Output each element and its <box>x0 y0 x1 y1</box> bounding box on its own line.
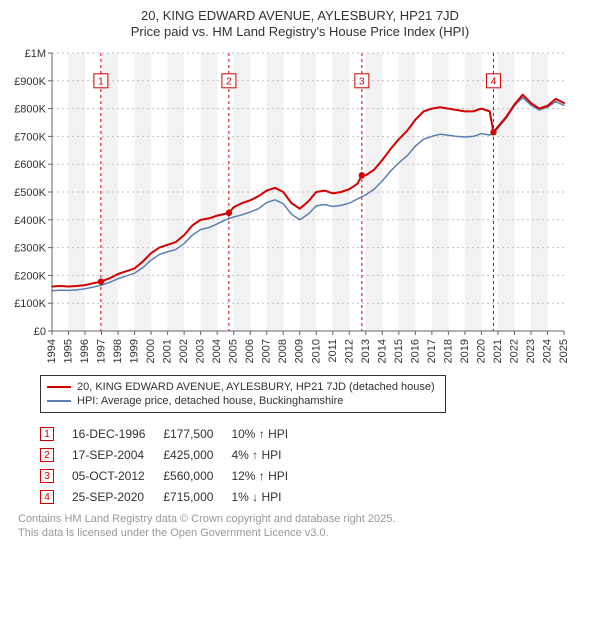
sale-date: 05-OCT-2012 <box>72 465 163 486</box>
svg-text:£700K: £700K <box>14 131 46 143</box>
legend-item-hpi: HPI: Average price, detached house, Buck… <box>47 394 435 408</box>
footer-attribution: Contains HM Land Registry data © Crown c… <box>18 513 590 541</box>
sale-delta: 12% ↑ HPI <box>231 465 306 486</box>
line-chart: 1 2 3 4 £0 £100K £200K £300K £400K £500K £600K £700… <box>10 47 570 367</box>
svg-text:2002: 2002 <box>178 339 190 363</box>
table-row: 3 05-OCT-2012£560,00012% ↑ HPI <box>40 465 306 486</box>
sale-marker: 3 <box>40 469 54 483</box>
chart-area: 1 2 3 4 £0 £100K £200K £300K £400K £500K £600K £700… <box>10 47 590 367</box>
svg-text:£200K: £200K <box>14 270 46 282</box>
legend: 20, KING EDWARD AVENUE, AYLESBURY, HP21 … <box>40 375 446 414</box>
svg-text:2020: 2020 <box>475 339 487 363</box>
sale-date: 17-SEP-2004 <box>72 444 163 465</box>
footer-line-1: Contains HM Land Registry data © Crown c… <box>18 513 590 527</box>
svg-text:£500K: £500K <box>14 187 46 199</box>
svg-text:1994: 1994 <box>46 339 58 363</box>
sale-date: 16-DEC-1996 <box>72 423 163 444</box>
table-row: 1 16-DEC-1996£177,50010% ↑ HPI <box>40 423 306 444</box>
svg-text:2012: 2012 <box>343 339 355 363</box>
svg-text:2003: 2003 <box>195 339 207 363</box>
svg-text:2023: 2023 <box>525 339 537 363</box>
legend-swatch <box>47 400 71 402</box>
svg-text:2025: 2025 <box>558 339 570 363</box>
svg-text:2: 2 <box>226 76 232 87</box>
legend-swatch <box>47 386 71 388</box>
svg-text:1997: 1997 <box>96 339 108 363</box>
chart-title: 20, KING EDWARD AVENUE, AYLESBURY, HP21 … <box>10 8 590 41</box>
svg-text:1: 1 <box>98 76 104 87</box>
svg-text:£100K: £100K <box>14 298 46 310</box>
svg-text:2014: 2014 <box>376 339 388 363</box>
svg-text:2021: 2021 <box>492 339 504 363</box>
legend-label: HPI: Average price, detached house, Buck… <box>77 394 343 408</box>
svg-text:2004: 2004 <box>211 339 223 363</box>
sale-delta: 10% ↑ HPI <box>231 423 306 444</box>
footer-line-2: This data is licensed under the Open Gov… <box>18 527 590 541</box>
legend-item-price-paid: 20, KING EDWARD AVENUE, AYLESBURY, HP21 … <box>47 380 435 394</box>
sale-price: £425,000 <box>163 444 231 465</box>
sale-delta: 4% ↑ HPI <box>231 444 306 465</box>
svg-text:1996: 1996 <box>79 339 91 363</box>
svg-text:2007: 2007 <box>261 339 273 363</box>
sale-price: £560,000 <box>163 465 231 486</box>
svg-text:2017: 2017 <box>426 339 438 363</box>
svg-text:1998: 1998 <box>112 339 124 363</box>
svg-text:2010: 2010 <box>310 339 322 363</box>
table-row: 4 25-SEP-2020£715,0001% ↓ HPI <box>40 486 306 507</box>
svg-text:4: 4 <box>491 76 497 87</box>
sale-date: 25-SEP-2020 <box>72 486 163 507</box>
sale-marker: 4 <box>40 490 54 504</box>
svg-text:2016: 2016 <box>409 339 421 363</box>
svg-text:2015: 2015 <box>393 339 405 363</box>
legend-label: 20, KING EDWARD AVENUE, AYLESBURY, HP21 … <box>77 380 435 394</box>
sale-marker: 2 <box>40 448 54 462</box>
svg-text:2001: 2001 <box>162 339 174 363</box>
svg-text:2018: 2018 <box>442 339 454 363</box>
svg-text:2019: 2019 <box>459 339 471 363</box>
sale-price: £715,000 <box>163 486 231 507</box>
table-row: 2 17-SEP-2004£425,0004% ↑ HPI <box>40 444 306 465</box>
svg-text:2006: 2006 <box>244 339 256 363</box>
svg-text:1995: 1995 <box>63 339 75 363</box>
svg-text:2009: 2009 <box>294 339 306 363</box>
svg-text:3: 3 <box>359 76 365 87</box>
svg-text:£800K: £800K <box>14 103 46 115</box>
sale-delta: 1% ↓ HPI <box>231 486 306 507</box>
svg-text:2024: 2024 <box>541 339 553 363</box>
sale-price: £177,500 <box>163 423 231 444</box>
sales-table: 1 16-DEC-1996£177,50010% ↑ HPI 2 17-SEP-200… <box>40 423 306 507</box>
svg-text:2005: 2005 <box>228 339 240 363</box>
svg-text:2011: 2011 <box>327 339 339 363</box>
title-line-2: Price paid vs. HM Land Registry's House … <box>10 24 590 40</box>
svg-text:2000: 2000 <box>145 339 157 363</box>
svg-text:£300K: £300K <box>14 242 46 254</box>
title-line-1: 20, KING EDWARD AVENUE, AYLESBURY, HP21 … <box>10 8 590 24</box>
svg-text:£1M: £1M <box>25 48 46 60</box>
svg-text:£600K: £600K <box>14 159 46 171</box>
svg-text:2022: 2022 <box>508 339 520 363</box>
svg-text:£900K: £900K <box>14 75 46 87</box>
svg-text:1999: 1999 <box>129 339 141 363</box>
svg-text:2008: 2008 <box>277 339 289 363</box>
sale-marker: 1 <box>40 427 54 441</box>
svg-text:2013: 2013 <box>360 339 372 363</box>
svg-text:£400K: £400K <box>14 214 46 226</box>
svg-text:£0: £0 <box>34 326 46 338</box>
